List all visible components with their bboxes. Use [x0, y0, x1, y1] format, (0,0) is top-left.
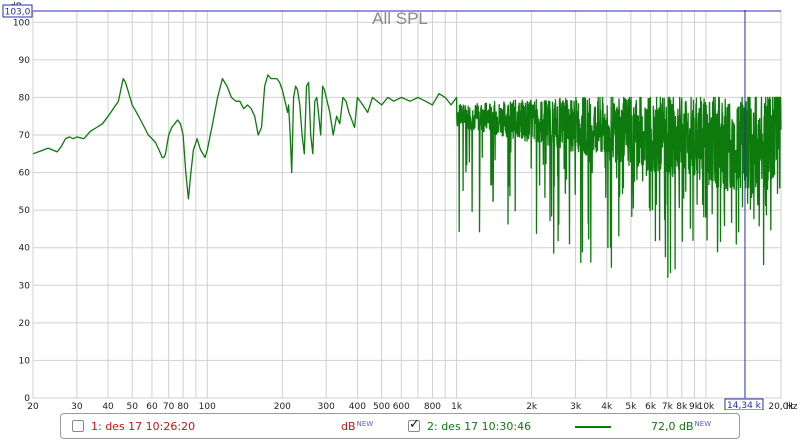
series-line [32, 74, 782, 278]
x-tick-label: 100 [199, 402, 216, 410]
legend-checkbox-1[interactable] [72, 420, 84, 432]
y-ticks: 0 10 20 30 40 50 60 70 80 90 100 [13, 18, 30, 404]
legend-line-swatch [575, 426, 611, 428]
x-tick-label: 9k [689, 402, 701, 410]
y-tick-label: 20 [19, 319, 31, 329]
x-tick-label: 300 [318, 402, 335, 410]
legend-checkbox-2[interactable]: ✓ [408, 417, 420, 432]
legend-label-2[interactable]: 2: des 17 10:30:46 [427, 420, 532, 433]
x-tick-label: 200 [274, 402, 291, 410]
x-tick-label: 600 [393, 402, 410, 410]
chart-title: All SPL [372, 9, 428, 28]
x-tick-label: 20 [27, 402, 39, 410]
x-tick-label: 5k [625, 402, 637, 410]
checkmark-icon: ✓ [409, 417, 420, 432]
legend-db-2: 72,0 dBNEW [651, 420, 712, 433]
x-tick-label: 30 [71, 402, 83, 410]
legend: 1: des 17 10:26:20 dBNEW ✓ 2: des 17 10:… [60, 413, 740, 439]
x-tick-label: 80 [177, 402, 189, 410]
x-tick-label: 10k [698, 402, 715, 410]
series-group [32, 74, 782, 278]
x-tick-label: 7k [662, 402, 674, 410]
x-tick-label: 800 [424, 402, 441, 410]
y-tick-label: 50 [19, 206, 31, 216]
y-tick-label: 60 [19, 169, 31, 179]
y-tick-label: 100 [13, 18, 30, 28]
x-tick-label: 20,0k [768, 402, 794, 410]
x-tick-label: 500 [373, 402, 390, 410]
x-tick-label: 4k [601, 402, 613, 410]
grid [32, 11, 782, 399]
y-tick-label: 10 [19, 356, 31, 366]
cursor-y-label: 103,0 [5, 8, 31, 18]
cursor-x-box [724, 398, 764, 410]
y-tick-label: 90 [19, 56, 31, 66]
cursor: 103,0 14,34 k [2, 4, 781, 410]
x-tick-label: 3k [570, 402, 582, 410]
x-ticks: 20 30 40 50 60 70 80 100 200 300 400 500 600 800 1k 2k 3… [27, 402, 794, 410]
x-tick-label: 8k [676, 402, 688, 410]
cursor-x-label: 14,34 k [727, 401, 762, 410]
y-tick-label: 30 [19, 281, 31, 291]
x-tick-label: 400 [349, 402, 366, 410]
x-axis-unit: Hz [786, 402, 798, 410]
x-tick-label: 6k [645, 402, 657, 410]
cursor-y-box [2, 4, 33, 18]
x-tick-label: 50 [126, 402, 138, 410]
x-tick-label: 70 [163, 402, 175, 410]
y-tick-label: 70 [19, 131, 31, 141]
x-tick-label: 40 [102, 402, 114, 410]
legend-label-1[interactable]: 1: des 17 10:26:20 [91, 420, 196, 433]
plot-area[interactable] [32, 10, 782, 399]
y-tick-label: 80 [19, 93, 31, 103]
x-tick-label: 60 [146, 402, 158, 410]
y-tick-label: 40 [19, 244, 31, 254]
y-tick-label: 0 [24, 394, 30, 404]
legend-db-1: dBNEW [341, 420, 374, 433]
x-tick-label: 1k [451, 402, 463, 410]
x-tick-label: 2k [526, 402, 538, 410]
